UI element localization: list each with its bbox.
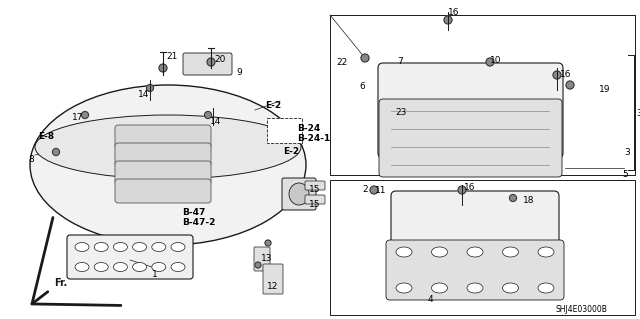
Text: 11: 11 — [375, 186, 387, 195]
Bar — [267, 118, 302, 143]
Circle shape — [207, 58, 215, 66]
Text: Fr.: Fr. — [54, 278, 67, 288]
Text: 3: 3 — [636, 108, 640, 117]
Ellipse shape — [171, 263, 185, 271]
FancyBboxPatch shape — [115, 143, 211, 167]
Text: 16: 16 — [448, 8, 460, 17]
Circle shape — [159, 64, 167, 72]
Bar — [330, 15, 635, 175]
Ellipse shape — [396, 283, 412, 293]
Circle shape — [486, 58, 494, 66]
FancyBboxPatch shape — [305, 195, 325, 204]
Circle shape — [265, 240, 271, 246]
Circle shape — [52, 149, 60, 155]
Text: 1: 1 — [152, 270, 158, 279]
Text: E-2: E-2 — [265, 101, 281, 110]
Ellipse shape — [152, 242, 166, 251]
FancyBboxPatch shape — [386, 240, 564, 300]
Text: 15: 15 — [309, 185, 321, 194]
Ellipse shape — [113, 263, 127, 271]
Ellipse shape — [75, 263, 89, 271]
Text: 14: 14 — [138, 90, 149, 99]
Text: 16: 16 — [560, 70, 572, 79]
Text: E-2: E-2 — [283, 147, 299, 156]
Circle shape — [566, 81, 574, 89]
Ellipse shape — [396, 247, 412, 257]
Text: E-8: E-8 — [38, 132, 54, 141]
Text: B-24-1: B-24-1 — [297, 134, 330, 143]
Text: 15: 15 — [309, 200, 321, 209]
FancyBboxPatch shape — [254, 247, 270, 271]
Circle shape — [509, 195, 516, 202]
Text: B-47: B-47 — [182, 208, 205, 217]
Text: 21: 21 — [166, 52, 177, 61]
Text: 10: 10 — [490, 56, 502, 65]
Text: 9: 9 — [236, 68, 242, 77]
Text: 19: 19 — [599, 85, 611, 94]
Text: 17: 17 — [72, 113, 83, 122]
Circle shape — [81, 112, 88, 118]
Ellipse shape — [467, 247, 483, 257]
FancyBboxPatch shape — [115, 125, 211, 149]
Ellipse shape — [75, 242, 89, 251]
Circle shape — [458, 186, 466, 194]
FancyBboxPatch shape — [115, 179, 211, 203]
FancyBboxPatch shape — [282, 178, 316, 210]
Text: 20: 20 — [214, 55, 225, 64]
Text: 13: 13 — [261, 254, 273, 263]
Ellipse shape — [431, 283, 447, 293]
Circle shape — [370, 186, 378, 194]
Text: B-24: B-24 — [297, 124, 320, 133]
Text: 23: 23 — [395, 108, 406, 117]
Text: 8: 8 — [28, 155, 34, 164]
FancyBboxPatch shape — [379, 99, 562, 177]
FancyBboxPatch shape — [183, 53, 232, 75]
Ellipse shape — [289, 183, 309, 205]
Circle shape — [444, 16, 452, 24]
Ellipse shape — [94, 263, 108, 271]
Ellipse shape — [152, 263, 166, 271]
FancyBboxPatch shape — [305, 181, 325, 190]
Ellipse shape — [132, 242, 147, 251]
Text: 6: 6 — [359, 82, 365, 91]
Ellipse shape — [113, 242, 127, 251]
Ellipse shape — [467, 283, 483, 293]
Ellipse shape — [35, 115, 301, 179]
FancyBboxPatch shape — [115, 161, 211, 185]
Ellipse shape — [502, 283, 518, 293]
Ellipse shape — [538, 247, 554, 257]
Circle shape — [361, 54, 369, 62]
FancyBboxPatch shape — [263, 264, 283, 294]
Text: 7: 7 — [397, 57, 403, 66]
Text: SHJ4E03000B: SHJ4E03000B — [555, 305, 607, 314]
Text: 12: 12 — [268, 282, 278, 291]
Ellipse shape — [502, 247, 518, 257]
Text: 2: 2 — [362, 185, 367, 194]
Text: 3: 3 — [624, 148, 630, 157]
FancyBboxPatch shape — [391, 191, 559, 259]
Circle shape — [205, 112, 211, 118]
Bar — [330, 180, 635, 315]
Text: B-47-2: B-47-2 — [182, 218, 216, 227]
FancyBboxPatch shape — [67, 235, 193, 279]
Text: 16: 16 — [464, 183, 476, 192]
Circle shape — [553, 71, 561, 79]
Text: 4: 4 — [427, 295, 433, 304]
Ellipse shape — [30, 85, 306, 245]
Ellipse shape — [171, 242, 185, 251]
FancyBboxPatch shape — [378, 63, 563, 158]
Circle shape — [147, 85, 154, 92]
Ellipse shape — [538, 283, 554, 293]
Ellipse shape — [94, 242, 108, 251]
Text: 14: 14 — [210, 117, 221, 126]
Text: 18: 18 — [523, 196, 534, 205]
Circle shape — [255, 262, 261, 268]
Ellipse shape — [132, 263, 147, 271]
Text: 22: 22 — [336, 58, 348, 67]
Text: 5: 5 — [622, 170, 628, 179]
Ellipse shape — [431, 247, 447, 257]
